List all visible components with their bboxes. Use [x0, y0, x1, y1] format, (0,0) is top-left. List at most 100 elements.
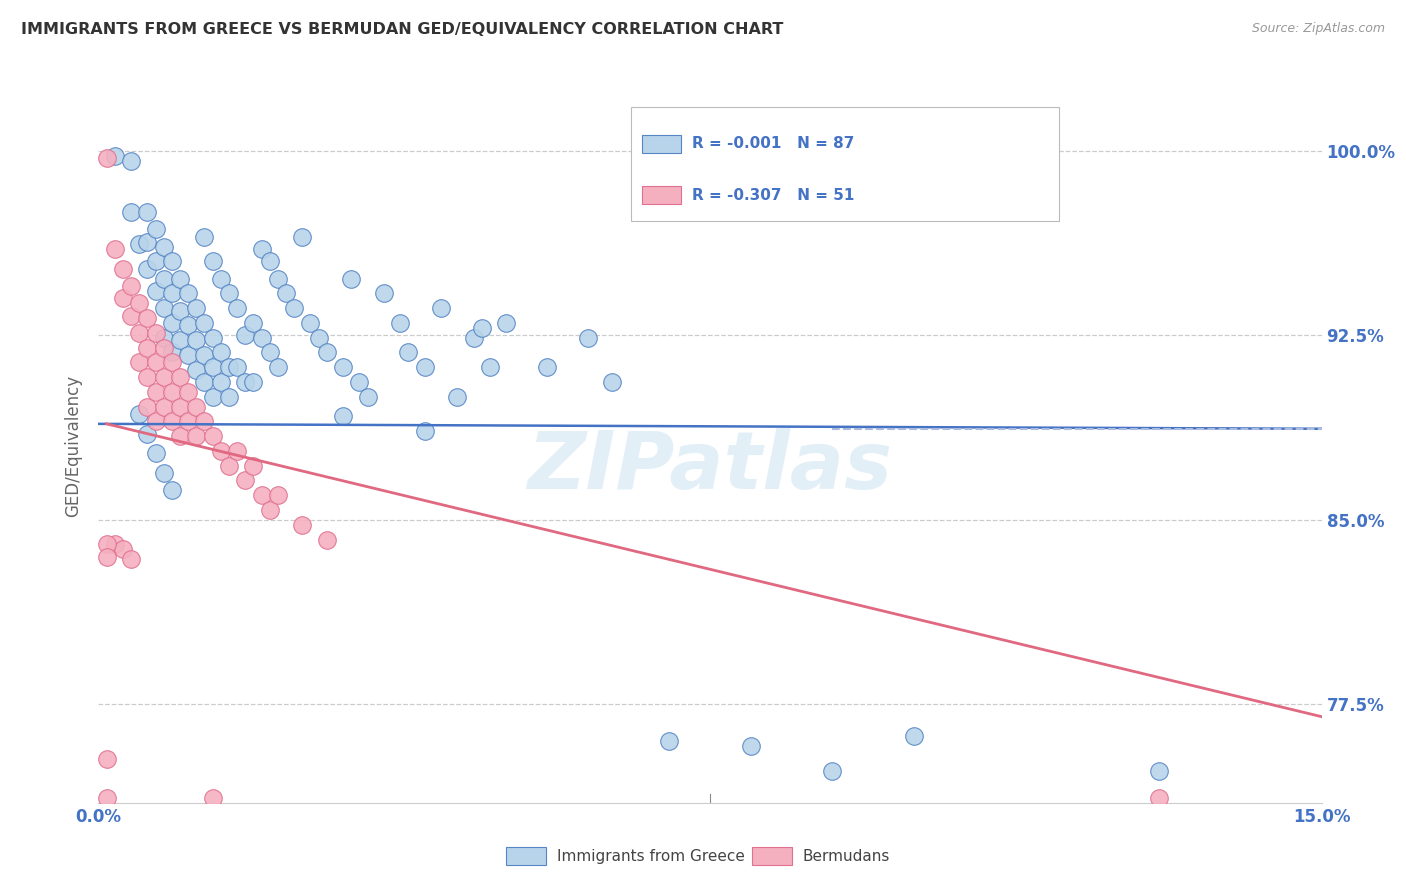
Point [315, 345, 337, 359]
Point [96, 790, 118, 805]
Point [186, 400, 208, 414]
Point [821, 764, 844, 778]
Text: Source: ZipAtlas.com: Source: ZipAtlas.com [1251, 22, 1385, 36]
Point [136, 235, 159, 249]
Point [903, 730, 925, 744]
Point [111, 261, 134, 276]
Point [259, 503, 281, 517]
Point [186, 301, 208, 316]
Point [259, 345, 281, 359]
Point [233, 474, 256, 488]
Point [160, 384, 183, 399]
Point [128, 296, 150, 310]
Point [136, 261, 159, 276]
Text: R = -0.001   N = 87: R = -0.001 N = 87 [692, 136, 855, 152]
Point [658, 734, 681, 748]
Point [128, 407, 150, 421]
Point [209, 345, 232, 359]
Point [160, 355, 183, 369]
Point [536, 360, 558, 375]
Point [283, 301, 305, 316]
Point [104, 537, 127, 551]
Point [233, 328, 256, 343]
Point [136, 341, 159, 355]
Text: Bermudans: Bermudans [803, 849, 890, 863]
Point [111, 291, 134, 305]
Point [389, 316, 412, 330]
Point [186, 333, 208, 347]
Point [152, 466, 174, 480]
Point [201, 790, 224, 805]
Point [193, 348, 215, 362]
Point [201, 429, 224, 443]
Point [576, 331, 599, 345]
Point [145, 414, 167, 428]
Point [218, 286, 240, 301]
Point [193, 414, 215, 428]
Point [152, 400, 174, 414]
Point [274, 286, 297, 301]
Point [396, 345, 419, 359]
Point [413, 360, 436, 375]
Point [96, 549, 118, 564]
Point [349, 375, 371, 389]
Point [218, 360, 240, 375]
Point [96, 537, 118, 551]
Point [291, 230, 314, 244]
Point [267, 360, 290, 375]
Point [136, 426, 159, 441]
Point [332, 360, 354, 375]
Point [186, 429, 208, 443]
Point [332, 409, 354, 424]
Point [96, 751, 118, 765]
Point [128, 237, 150, 252]
Point [740, 739, 762, 754]
Point [373, 286, 395, 301]
Point [242, 316, 264, 330]
Point [169, 370, 191, 384]
Point [120, 552, 142, 566]
Point [120, 309, 142, 323]
Point [308, 331, 330, 345]
Point [96, 151, 118, 165]
Point [177, 414, 200, 428]
Point [193, 230, 215, 244]
Point [136, 400, 159, 414]
Point [169, 400, 191, 414]
Point [430, 301, 453, 316]
Point [186, 362, 208, 376]
Point [413, 424, 436, 438]
Point [152, 370, 174, 384]
Point [145, 384, 167, 399]
Point [201, 390, 224, 404]
Point [233, 375, 256, 389]
Point [478, 360, 501, 375]
Point [169, 333, 191, 347]
Point [145, 355, 167, 369]
Point [169, 429, 191, 443]
Point [201, 360, 224, 375]
Point [1147, 790, 1170, 805]
Point [120, 279, 142, 293]
Point [193, 375, 215, 389]
Point [446, 390, 468, 404]
Point [160, 286, 183, 301]
Point [120, 153, 142, 168]
Point [169, 303, 191, 318]
Point [340, 271, 363, 285]
Point [226, 360, 249, 375]
Point [145, 284, 167, 298]
Point [136, 311, 159, 326]
Point [250, 488, 273, 502]
Point [1147, 764, 1170, 778]
Point [291, 517, 314, 532]
Point [145, 446, 167, 460]
Point [250, 331, 273, 345]
Point [201, 254, 224, 268]
Point [104, 242, 127, 256]
Point [160, 254, 183, 268]
Point [209, 271, 232, 285]
Point [160, 316, 183, 330]
Point [250, 242, 273, 256]
Point [226, 444, 249, 458]
